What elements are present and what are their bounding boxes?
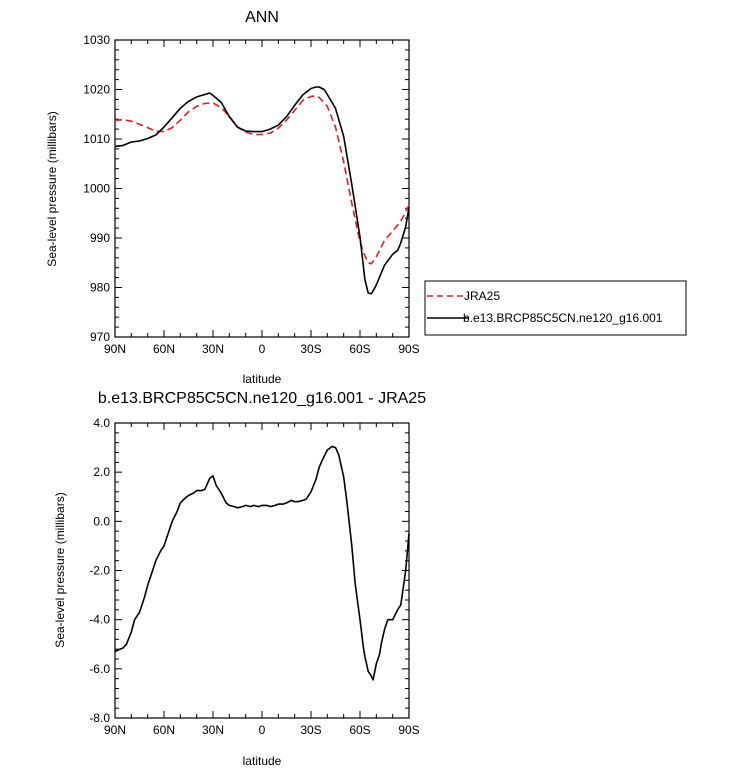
x-tick-label: 90S [398, 342, 419, 356]
panel-difference: b.e13.BRCP85C5CN.ne120_g16.001 - JRA25 S… [53, 390, 426, 768]
y-tick-label: 1010 [83, 132, 110, 146]
y-tick-label: 4.0 [93, 416, 110, 430]
plot-frame [114, 422, 410, 719]
x-tick-label: 30S [300, 723, 321, 737]
plot-frame [114, 39, 410, 338]
x-tick-label: 60N [153, 723, 175, 737]
y-tick-label: 990 [90, 231, 110, 245]
x-tick-label: 90N [104, 342, 126, 356]
x-tick-label: 60N [153, 342, 175, 356]
legend: JRA25 b.e13.BRCP85C5CN.ne120_g16.001 [424, 280, 687, 336]
legend-item-model: b.e13.BRCP85C5CN.ne120_g16.001 [463, 311, 663, 325]
y-tick-label: 1000 [83, 182, 110, 196]
x-tick-label: 90N [104, 723, 126, 737]
x-tick-label: 30S [300, 342, 321, 356]
y-tick-label: 980 [90, 281, 110, 295]
series-line-model-difference [114, 445, 410, 681]
y-tick-label: 970 [90, 330, 110, 344]
y-tick-label: 2.0 [93, 465, 110, 479]
y-tick-label: 0.0 [93, 514, 110, 528]
y-tick-label: -6.0 [89, 662, 110, 676]
chart-title: ANN [245, 9, 279, 26]
panel-climatology: ANN Sea-level pressure (millibars) latit… [45, 9, 420, 386]
y-axis-label: Sea-level pressure (millibars) [45, 111, 59, 266]
x-tick-label: 60S [349, 342, 370, 356]
legend-box [424, 280, 687, 336]
series-line-jra25 [114, 95, 410, 265]
y-tick-label: 1030 [83, 33, 110, 47]
y-axis-label-difference: Sea-level pressure (millibars) [53, 492, 67, 647]
y-tick-label: -2.0 [89, 564, 110, 578]
x-axis-label: latitude [243, 372, 282, 386]
y-tick-label: -4.0 [89, 613, 110, 627]
x-axis-label-difference: latitude [243, 754, 282, 768]
x-tick-label: 0 [259, 342, 266, 356]
x-tick-label: 90S [398, 723, 419, 737]
x-tick-label: 30N [202, 723, 224, 737]
y-tick-label: 1020 [83, 83, 110, 97]
chart-title-difference: b.e13.BRCP85C5CN.ne120_g16.001 - JRA25 [98, 390, 426, 407]
series-line-model [114, 86, 410, 295]
x-tick-label: 60S [349, 723, 370, 737]
x-tick-label: 0 [259, 723, 266, 737]
y-tick-label: -8.0 [89, 711, 110, 725]
legend-item-jra25: JRA25 [464, 289, 500, 303]
x-tick-label: 30N [202, 342, 224, 356]
